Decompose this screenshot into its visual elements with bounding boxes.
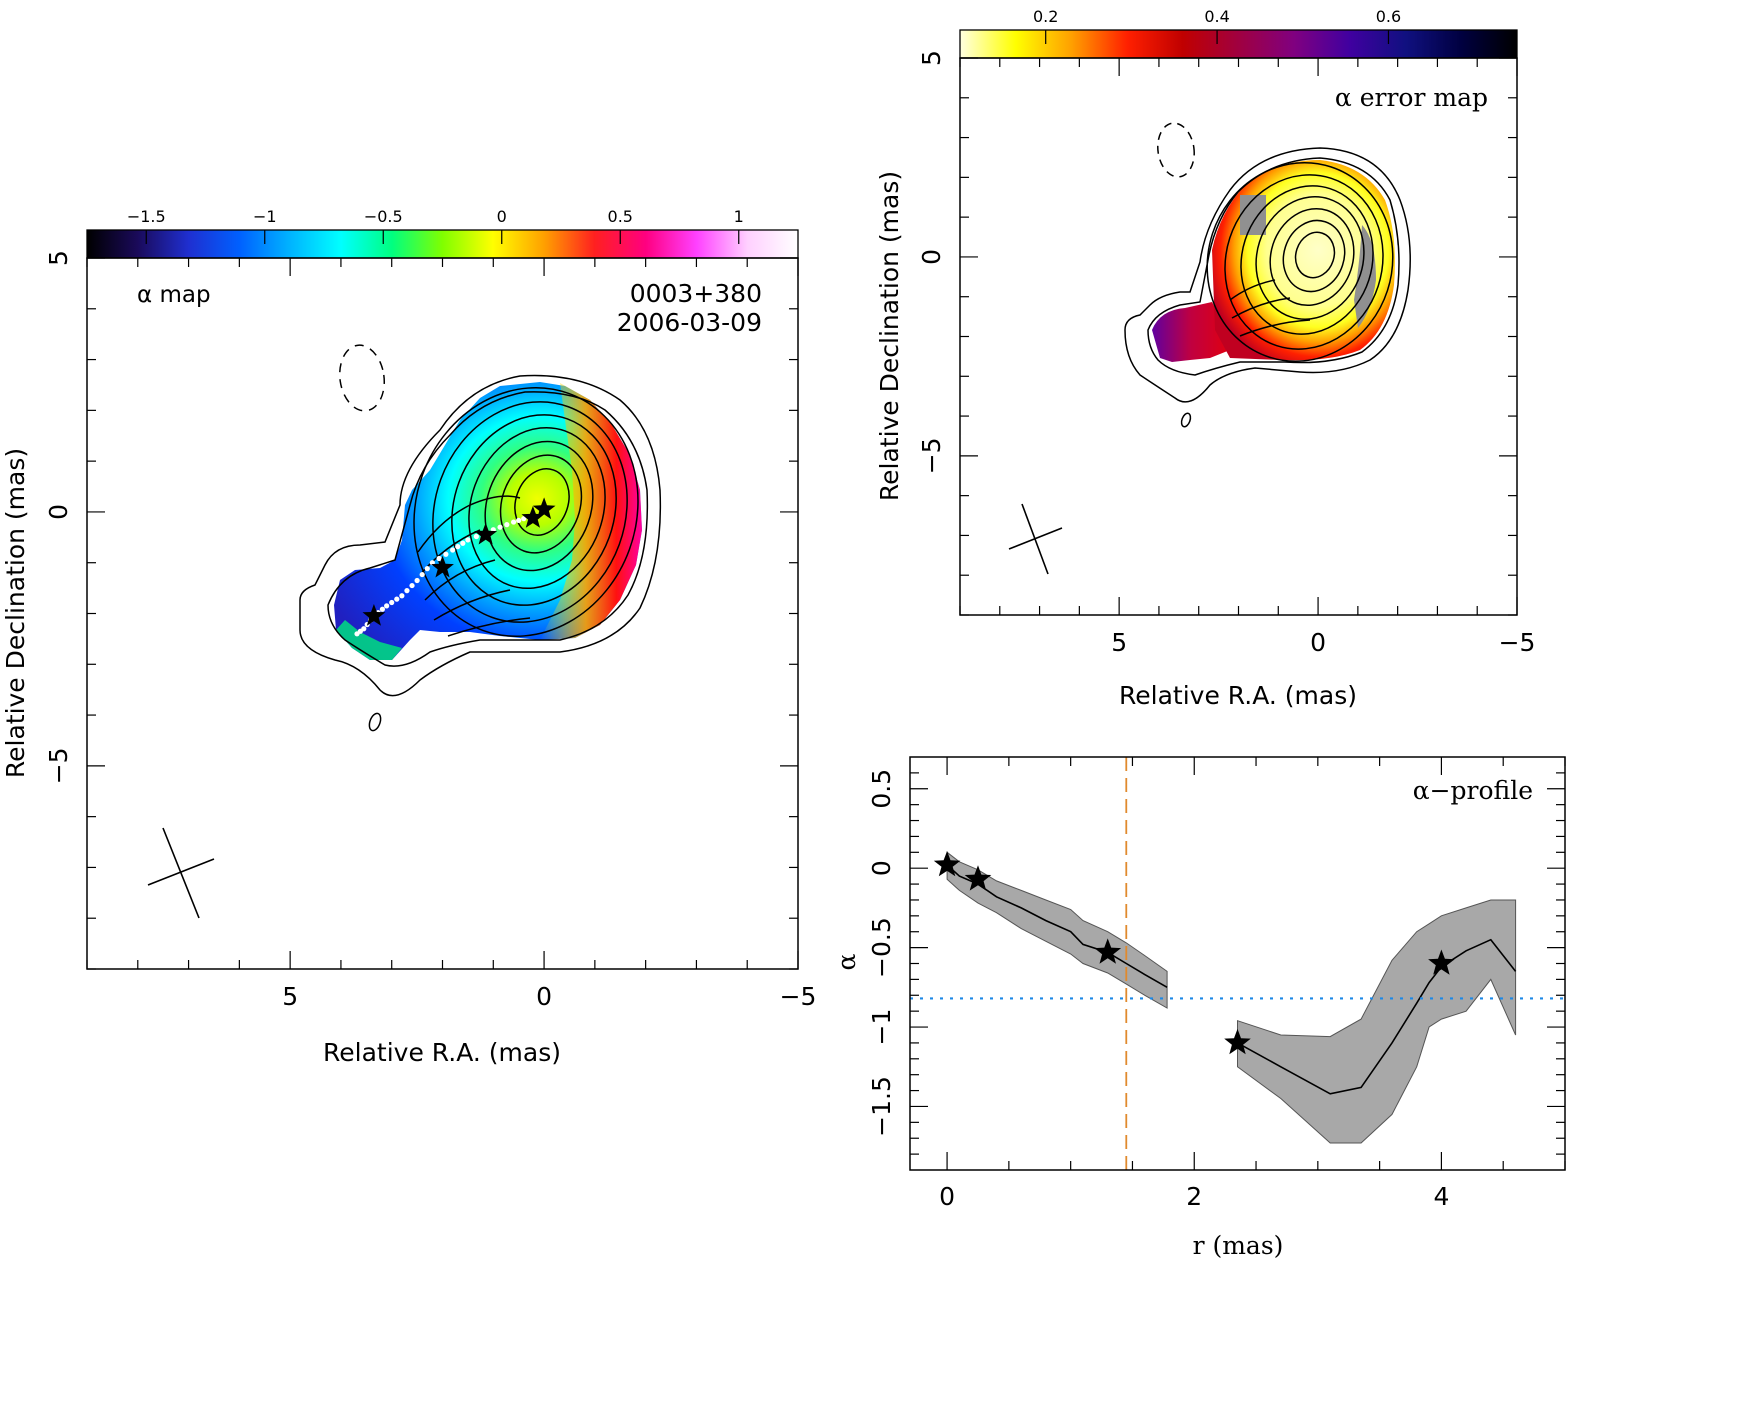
- alpha-error-colorbar: [959, 29, 1518, 59]
- profile-star: [1428, 949, 1455, 975]
- x-tick-label: 0: [1310, 628, 1326, 657]
- component-star: [362, 604, 386, 626]
- y-tick-label: 0: [917, 249, 946, 265]
- ridge-point: [504, 522, 510, 528]
- y-tick-label: 0.5: [867, 769, 896, 809]
- alpha-error-map-beam: [1008, 503, 1063, 575]
- alpha-error-map-label: α error map: [1335, 83, 1488, 112]
- ridge-point: [516, 517, 522, 523]
- error-band: [1237, 899, 1517, 1144]
- alpha-profile-axes: 0 2 4 0.5 0 −0.5 −1 −1.5: [867, 757, 1566, 1211]
- y-tick-label: −1: [867, 1009, 896, 1046]
- alpha-error-map-ylabel: Relative Declination (mas): [875, 171, 904, 501]
- alpha-map-source: 0003+380: [630, 279, 762, 308]
- alpha-error-map-panel: 0.2 0.4 0.6 5 0 −550−: [875, 7, 1535, 710]
- x-tick-label: 0: [536, 982, 552, 1011]
- alpha-map-panel: −1.5 −1 −0.5 0 0.5 1: [1, 207, 816, 1067]
- ridge-point: [379, 606, 386, 612]
- colorbar-tick-label: 0.2: [1033, 7, 1058, 26]
- alpha-profile-xlabel: r (mas): [1193, 1231, 1284, 1260]
- x-tick-label: 2: [1186, 1182, 1202, 1211]
- profile-line: [1237, 938, 1517, 1095]
- ridge-point: [409, 582, 415, 589]
- ridge-point: [473, 533, 479, 540]
- x-tick-label: 0: [939, 1182, 955, 1211]
- y-tick-label: 5: [917, 50, 946, 66]
- alpha-error-map-jet: [1152, 302, 1230, 362]
- ridge-point: [510, 519, 517, 525]
- ridge-point: [465, 537, 471, 543]
- ridge-point: [389, 599, 395, 606]
- ridge-point: [394, 596, 400, 602]
- colorbar-tick-label: 0.6: [1376, 7, 1401, 26]
- ridge-point: [455, 544, 461, 550]
- colorbar-tick-label: −0.5: [364, 207, 403, 226]
- colorbar-tick-label: 0.5: [608, 207, 633, 226]
- ridge-point: [436, 555, 442, 562]
- ridge-point: [497, 524, 503, 530]
- ridge-point: [414, 577, 420, 584]
- alpha-profile-panel: 0 2 4 0.5 0 −0.5 −1 −1.5 α−profile r (mas) α: [832, 756, 1566, 1260]
- x-tick-label: −5: [1499, 628, 1536, 657]
- ridge-point: [424, 566, 430, 572]
- component-star: [532, 497, 556, 520]
- alpha-map-fill-jet: [336, 620, 402, 660]
- ridge-point: [450, 547, 456, 553]
- profile-star: [1224, 1028, 1251, 1055]
- alpha-profile-ylabel: α: [832, 953, 861, 970]
- colorbar-tick-label: 0: [497, 207, 507, 226]
- y-tick-label: −1.5: [867, 1076, 896, 1137]
- y-tick-label: 5: [44, 250, 73, 266]
- profile-star: [933, 851, 961, 877]
- ridge-point: [384, 603, 390, 609]
- alpha-error-map-axes: 5 0 −5 5 0 −5: [917, 50, 1535, 657]
- x-tick-label: −5: [780, 982, 817, 1011]
- x-tick-label: 5: [1111, 628, 1127, 657]
- ridge-point: [354, 631, 360, 637]
- profile-star: [964, 865, 992, 891]
- colorbar-tick-label: −1: [253, 207, 277, 226]
- alpha-map-axes: 5 0 −5 5 0 −5: [44, 250, 816, 1011]
- alpha-error-map-xlabel: Relative R.A. (mas): [1119, 681, 1357, 710]
- colorbar-tick-label: 1: [734, 207, 744, 226]
- ridge-point: [399, 593, 405, 599]
- y-tick-label: −5: [917, 437, 946, 474]
- colorbar-tick-label: 0.4: [1204, 7, 1229, 26]
- component-star: [474, 522, 498, 545]
- alpha-map-date: 2006-03-09: [617, 308, 762, 337]
- component-star: [521, 506, 545, 528]
- alpha-map-contours: [299, 344, 662, 732]
- x-tick-label: 5: [282, 982, 298, 1011]
- alpha-colorbar-ticks: −1.5 −1 −0.5 0 0.5 1: [127, 207, 744, 244]
- ridge-point: [460, 540, 466, 546]
- ridge-point: [443, 551, 449, 557]
- profile-star: [1094, 938, 1122, 964]
- alpha-colorbar: [86, 229, 799, 259]
- x-tick-label: 4: [1433, 1182, 1449, 1211]
- alpha-map-stars: [362, 497, 556, 626]
- alpha-error-colorbar-ticks: 0.2 0.4 0.6: [1033, 7, 1401, 44]
- alpha-error-map-contours: [1124, 122, 1411, 428]
- y-tick-label: 0: [867, 860, 896, 876]
- ridge-point: [521, 516, 527, 522]
- y-tick-label: −5: [44, 747, 73, 784]
- alpha-profile-stars: [933, 851, 1455, 1055]
- alpha-error-map-image: [1152, 160, 1395, 362]
- colorbar-tick-label: −1.5: [127, 207, 166, 226]
- y-tick-label: −0.5: [867, 917, 896, 978]
- alpha-error-map-patch: [1240, 195, 1266, 235]
- error-band: [946, 851, 1168, 1009]
- alpha-map-xlabel: Relative R.A. (mas): [323, 1038, 561, 1067]
- alpha-map-beam: [147, 827, 215, 919]
- ridge-point: [419, 571, 425, 578]
- alpha-map-label: α map: [137, 282, 211, 308]
- component-star: [431, 555, 454, 578]
- alpha-profile-title: α−profile: [1413, 776, 1533, 805]
- alpha-map-ylabel: Relative Declination (mas): [1, 448, 30, 778]
- ridge-point: [404, 588, 410, 594]
- y-tick-label: 0: [44, 504, 73, 520]
